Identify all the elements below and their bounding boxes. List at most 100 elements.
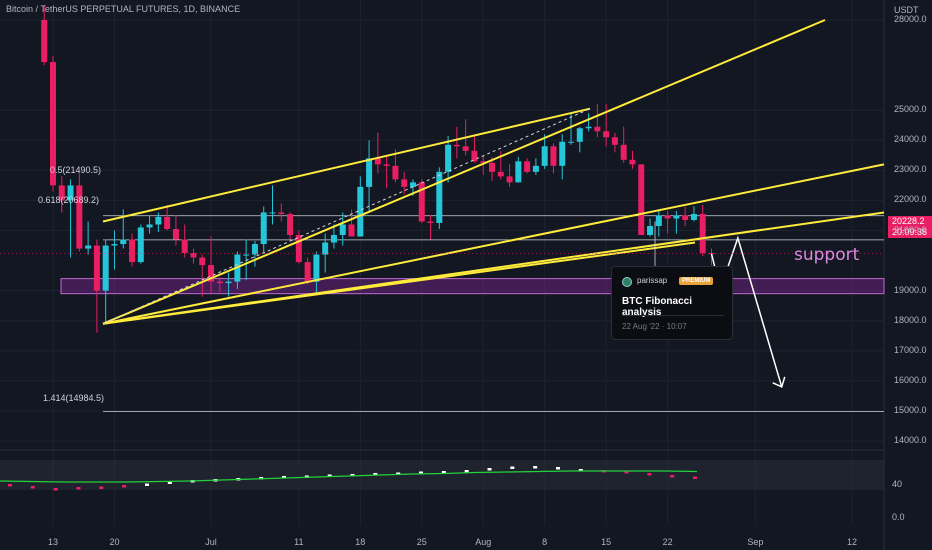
candle: [480, 155, 487, 175]
candle-body: [93, 245, 100, 291]
rsi-point: [441, 471, 446, 474]
candle: [647, 218, 654, 237]
candle-body: [462, 146, 469, 151]
rsi-panel: [0, 460, 884, 491]
candle: [664, 210, 671, 234]
candle-body: [480, 161, 487, 163]
price-tick-label: 28000.0: [894, 14, 927, 24]
time-tick-label: 12: [846, 537, 857, 547]
candle: [690, 206, 697, 222]
candle-body: [418, 182, 425, 222]
time-tick-label: 13: [47, 537, 59, 547]
rsi-tick-label: 0.0: [892, 512, 905, 522]
candle-body: [295, 235, 302, 263]
time-tick-label: 18: [355, 537, 366, 547]
candle: [287, 212, 294, 240]
candle-body: [401, 179, 408, 187]
candle: [181, 224, 188, 258]
idea-card[interactable]: parissap PREMIUM BTC Fibonacci analysis …: [611, 266, 733, 340]
time-tick-label: 25: [416, 537, 427, 547]
rsi-point: [578, 469, 583, 472]
candle: [58, 176, 65, 213]
candle-body: [585, 126, 592, 129]
candle: [313, 251, 320, 294]
time-tick-label: Sep: [747, 537, 764, 547]
candle: [559, 134, 566, 180]
candle-body: [497, 171, 504, 177]
candle-body: [647, 225, 654, 236]
candle: [278, 203, 285, 222]
candle-body: [67, 185, 74, 201]
currency-label: USDT: [894, 5, 919, 15]
candle: [251, 241, 258, 267]
rsi-point: [8, 484, 12, 487]
candle-body: [603, 131, 610, 138]
candle-body: [383, 164, 390, 166]
time-tick-label: Aug: [475, 537, 492, 547]
candle: [190, 248, 197, 264]
rsi-point: [556, 467, 560, 470]
candle: [330, 224, 337, 249]
current-price-tag: 20228.2 20:09:38: [888, 216, 932, 238]
author-name[interactable]: parissap: [637, 276, 668, 285]
idea-title[interactable]: BTC Fibonacci analysis: [622, 296, 693, 318]
candle-body: [471, 150, 478, 162]
candle: [515, 156, 522, 183]
candle-body: [50, 62, 56, 186]
price-tick-label: 18000.0: [894, 314, 927, 325]
rsi-point: [145, 483, 149, 486]
candle-body: [576, 128, 583, 142]
candle-body: [524, 161, 531, 172]
candle-body: [85, 245, 92, 249]
candle: [453, 126, 460, 159]
candle-body: [611, 137, 618, 145]
candle-body: [129, 239, 136, 263]
candle-body: [550, 146, 557, 166]
candle-body: [58, 185, 65, 201]
candle: [129, 233, 136, 267]
rsi-point: [99, 486, 104, 489]
candle-body: [436, 171, 443, 223]
candle: [401, 171, 408, 195]
candle: [541, 134, 548, 169]
price-tick-label: 17000.0: [894, 344, 927, 355]
rsi-point: [396, 472, 401, 475]
candle: [594, 104, 601, 138]
candle: [611, 132, 618, 153]
candle: [629, 150, 636, 169]
candle-body: [506, 176, 513, 183]
candle-body: [172, 228, 179, 240]
time-tick-label: Jul: [205, 537, 217, 547]
rsi-point: [282, 476, 286, 479]
candle-body: [682, 215, 689, 220]
candle: [225, 272, 232, 297]
candle: [208, 236, 215, 294]
candle: [102, 239, 109, 324]
candle: [199, 254, 206, 297]
avatar: [622, 277, 632, 287]
candle-body: [708, 253, 715, 255]
rsi-point: [30, 486, 35, 489]
fib-level-label: 1.414(14984.5): [43, 393, 105, 403]
candle-body: [278, 212, 285, 214]
candle: [699, 204, 706, 257]
candle: [146, 215, 153, 234]
idea-date: 22 Aug '22 · 10:07: [622, 322, 687, 331]
candle-body: [260, 212, 267, 245]
candles: [41, 4, 715, 333]
candle: [295, 230, 302, 264]
rsi-band: [0, 460, 884, 490]
candle-body: [181, 239, 188, 254]
rsi-point: [510, 466, 515, 469]
time-tick-label: 22: [662, 537, 673, 547]
price-tick-label: 14000.0: [894, 435, 927, 445]
candle: [638, 164, 645, 236]
candle-body: [102, 245, 109, 291]
candle: [41, 4, 48, 66]
trendline-b: [102, 241, 696, 325]
channel-upper-line: [102, 19, 826, 325]
candle-body: [190, 253, 197, 258]
support-zone: [60, 278, 885, 295]
